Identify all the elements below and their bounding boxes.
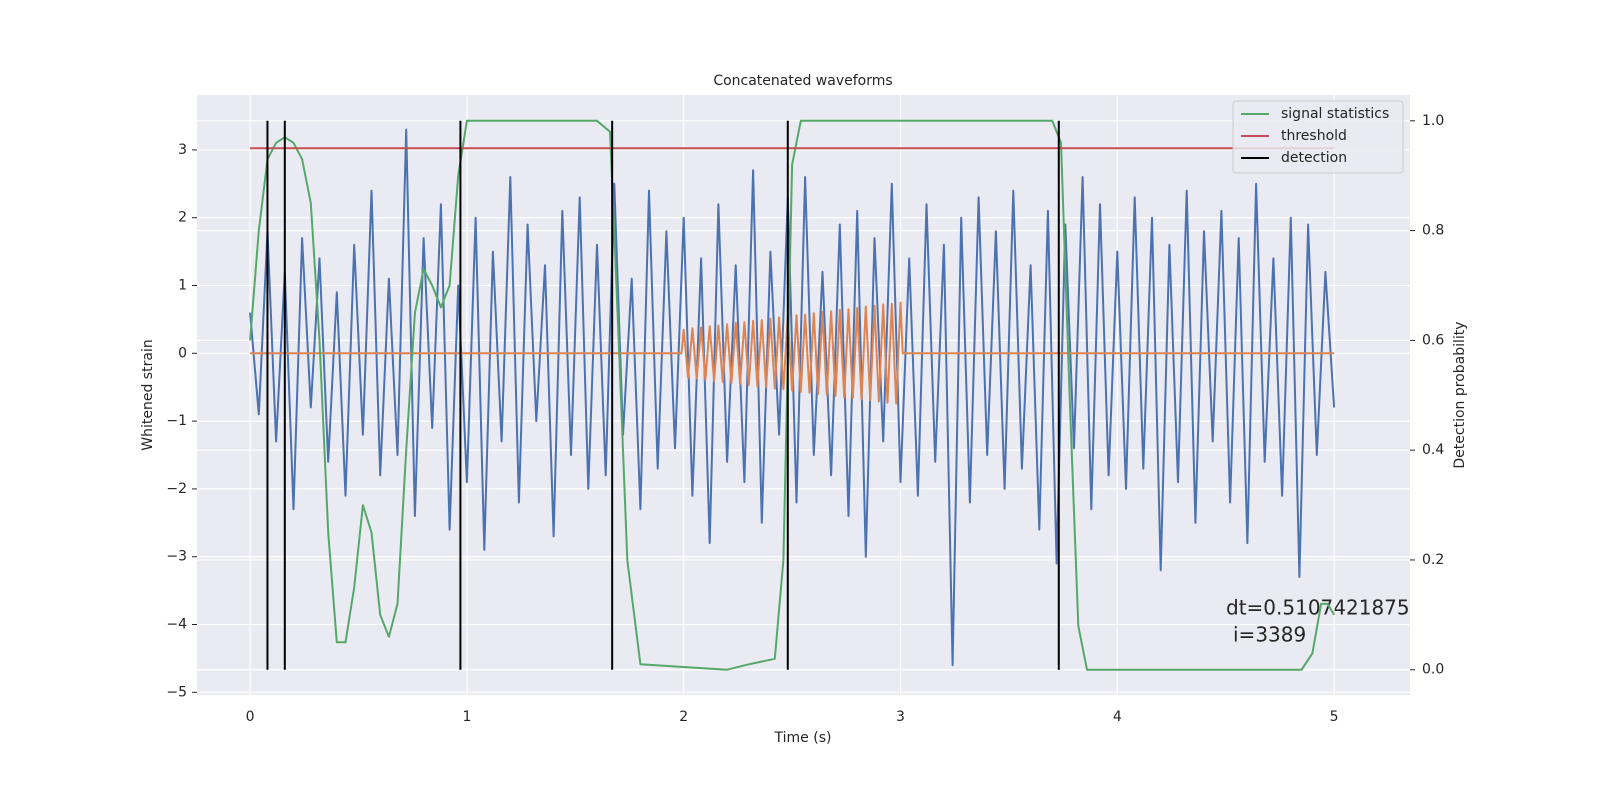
y2-tick-label: 0.8 (1422, 223, 1444, 239)
y2-tick-label: 0.2 (1422, 552, 1444, 568)
y-axis-label: Whitened strain (140, 339, 156, 450)
x-tick-label: 2 (679, 709, 688, 725)
series-line (249, 128, 1336, 667)
y2-tick-label: 0.4 (1422, 442, 1444, 458)
legend-box (1232, 100, 1404, 174)
x-axis-label: Time (s) (774, 730, 832, 746)
legend-label: threshold (1281, 128, 1347, 144)
x-tick-label: 3 (896, 709, 905, 725)
y-tick-label: −1 (166, 413, 187, 429)
y-tick-label: −2 (166, 481, 187, 497)
x-tick-label: 0 (246, 709, 255, 725)
y-tick-label: 0 (178, 345, 187, 361)
legend-label: detection (1281, 150, 1347, 166)
annotation: i=3389 (1233, 623, 1306, 647)
y-tick-label: 1 (178, 278, 187, 294)
y-tick-label: 2 (178, 210, 187, 226)
y2-axis-label: Detection probability (1452, 321, 1468, 468)
y2-tick-label: 0.6 (1422, 332, 1444, 348)
y2-tick-label: 1.0 (1422, 113, 1444, 129)
annotation: dt=0.5107421875 (1226, 596, 1410, 620)
y-tick-label: −3 (166, 549, 187, 565)
series-line (250, 301, 1335, 405)
series-line (249, 119, 1335, 671)
y-tick-label: 3 (178, 142, 187, 158)
legend-label: signal statistics (1281, 106, 1389, 122)
x-tick-label: 5 (1330, 709, 1339, 725)
y-tick-label: −4 (166, 616, 187, 632)
y2-tick-label: 0.0 (1422, 662, 1444, 678)
y-tick-label: −5 (166, 684, 187, 700)
x-tick-label: 1 (462, 709, 471, 725)
chart-title: Concatenated waveforms (713, 73, 892, 89)
x-tick-label: 4 (1113, 709, 1122, 725)
